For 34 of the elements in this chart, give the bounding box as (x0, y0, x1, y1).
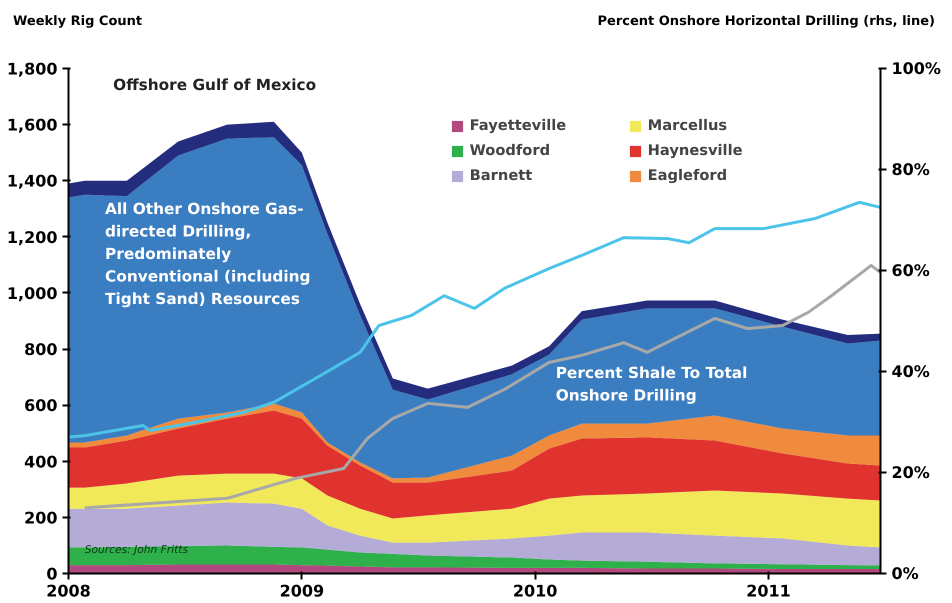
y2-tick-label: 0% (892, 564, 919, 583)
annotation: Offshore Gulf of Mexico (113, 76, 316, 94)
y-tick-label: 400 (24, 452, 58, 472)
annotation: Percent Shale To Total Onshore Drilling (556, 364, 748, 404)
line-series (83, 264, 880, 510)
annotation: All Other Onshore Gas-directed Drilling, Predominately Conventional (including Tight Sand) Resources (105, 200, 311, 308)
y-tick-label: 200 (24, 508, 58, 528)
legend-label: Fayetteville (470, 117, 568, 134)
y-tick-label: 600 (24, 396, 58, 416)
legend-label: Woodford (470, 142, 552, 160)
y2-tick-label: 80% (892, 160, 930, 179)
y2-tick-label: 40% (892, 362, 930, 381)
y-tick-label: 800 (24, 340, 58, 360)
y-axis-title: Weekly Rig Count (13, 13, 142, 31)
x-tick-label: 2011 (746, 582, 791, 600)
x-tick-label: 2010 (512, 582, 558, 600)
y-tick-label: 1,800 (6, 60, 58, 78)
x-tick-label: 2008 (46, 582, 91, 600)
legend-label: Eagleford (648, 167, 728, 184)
legend-label: Barnett (470, 167, 534, 184)
x-tick-label: 2009 (280, 582, 324, 600)
y-tick-label: 0 (46, 564, 58, 584)
y2-tick-label: 100% (892, 59, 941, 78)
line-series (68, 200, 880, 439)
y2-tick-label: 60% (892, 261, 930, 280)
y-tick-label: 1,000 (6, 284, 58, 303)
y-tick-label: 1,600 (6, 116, 58, 135)
y2-axis-title: Percent Onshore Horizontal Drilling (rhs, line) (597, 13, 935, 31)
annotation: Sources: John Fritts (84, 543, 188, 556)
y-tick-label: 1,200 (6, 228, 58, 247)
legend-label: Marcellus (648, 117, 728, 134)
y-tick-label: 1,400 (6, 172, 58, 191)
legend-label: Haynesville (648, 142, 744, 160)
y2-tick-label: 20% (892, 463, 930, 482)
